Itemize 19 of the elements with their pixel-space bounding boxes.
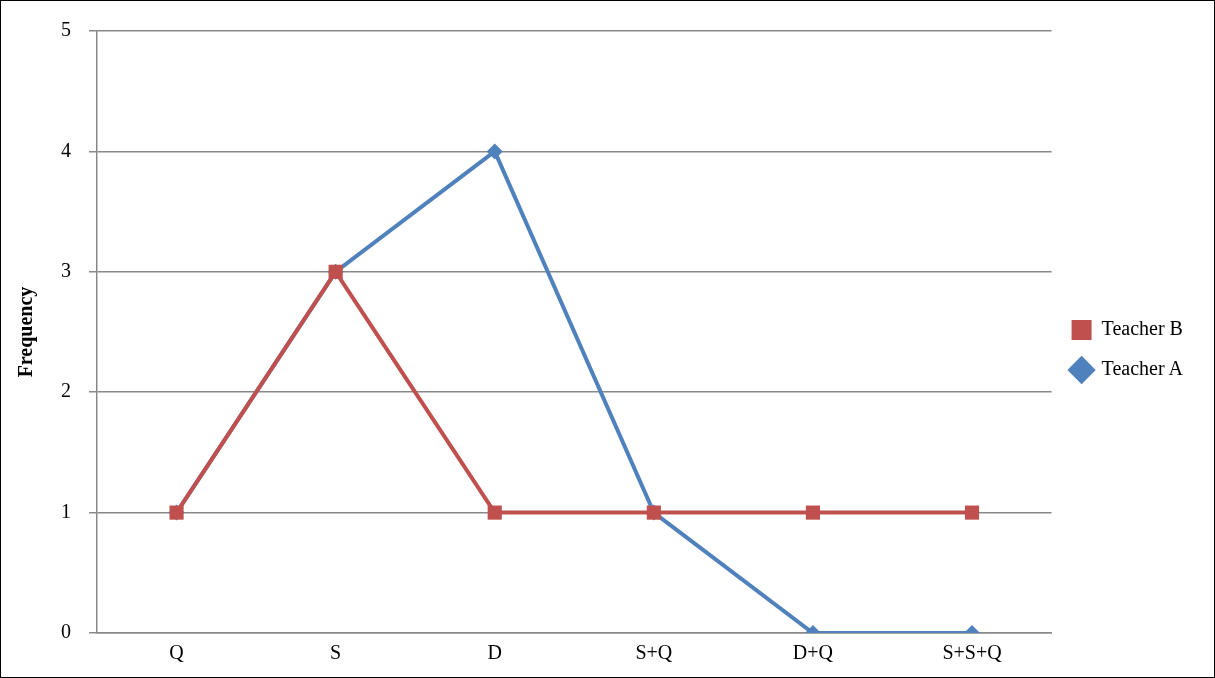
- x-tick-label: S+S+Q: [942, 641, 1003, 664]
- point: [964, 505, 980, 520]
- x-tick-label: D: [487, 641, 502, 664]
- point: [805, 505, 820, 520]
- point: [486, 143, 503, 160]
- legend-label: Teacher A: [1101, 357, 1184, 380]
- x-tick-label: D+Q: [792, 641, 834, 664]
- legend-label: Teacher B: [1101, 317, 1183, 340]
- y-axis-title: Frequency: [14, 286, 38, 378]
- y-tick-label: 2: [61, 379, 71, 402]
- y-tick-label: 3: [61, 259, 71, 282]
- y-tick-label: 1: [61, 499, 71, 522]
- x-tick-label: Q: [169, 641, 185, 664]
- x-tick-label: S: [330, 641, 342, 664]
- point: [487, 505, 502, 520]
- y-tick-label: 5: [61, 18, 71, 41]
- y-tick-label: 0: [61, 620, 71, 643]
- x-tick-label: S+Q: [635, 641, 673, 664]
- y-tick-label: 4: [61, 138, 71, 161]
